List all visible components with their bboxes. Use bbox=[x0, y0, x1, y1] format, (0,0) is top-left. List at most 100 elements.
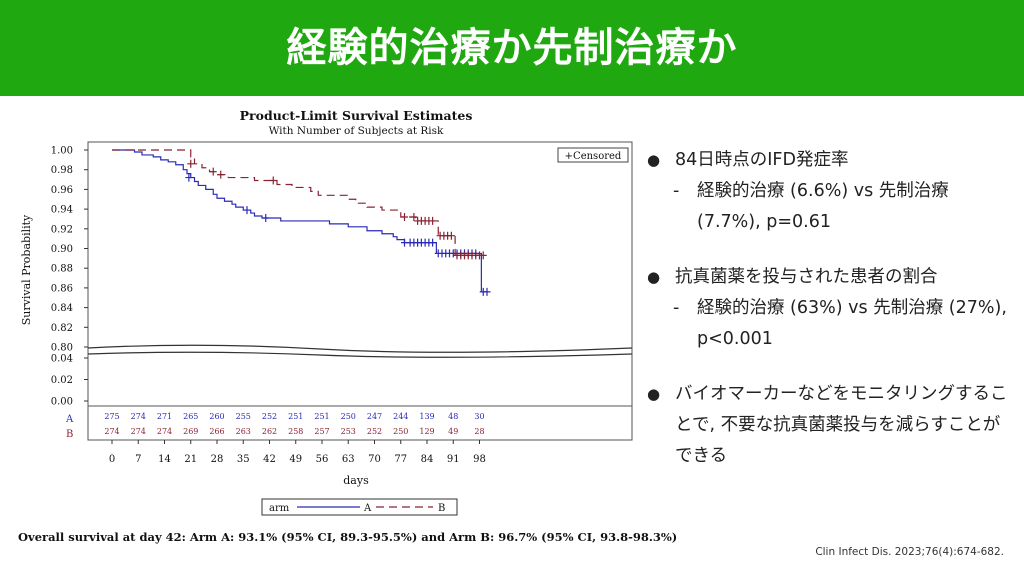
bullet-text: バイオマーカーなどをモニタリングすることで, 不要な抗真菌薬投与を減らすことがで… bbox=[675, 384, 1008, 466]
censored-mark-arm-b bbox=[479, 251, 487, 260]
censored-mark-arm-b bbox=[410, 212, 418, 221]
y-tick-label: 1.00 bbox=[51, 146, 73, 157]
at-risk-count-arm-a: 265 bbox=[183, 412, 198, 421]
title-bar: 経験的治療か先制治療か bbox=[0, 0, 1024, 96]
x-tick-label: 91 bbox=[447, 454, 460, 465]
x-axis-label: days bbox=[343, 474, 369, 487]
at-risk-count-arm-b: 269 bbox=[183, 427, 198, 436]
at-risk-count-arm-a: 252 bbox=[262, 412, 277, 421]
chart-subtitle: With Number of Subjects at Risk bbox=[269, 125, 444, 137]
x-tick-label: 98 bbox=[473, 454, 486, 465]
bullet-text: 84日時点のIFD発症率 bbox=[675, 150, 849, 170]
censored-mark-arm-a bbox=[483, 287, 491, 296]
censored-mark-arm-b bbox=[209, 167, 217, 176]
censored-mark-arm-b bbox=[429, 216, 437, 225]
at-risk-count-arm-a: 260 bbox=[209, 412, 224, 421]
at-risk-count-arm-b: 250 bbox=[393, 427, 408, 436]
censored-legend-box bbox=[557, 147, 629, 163]
at-risk-count-arm-b: 258 bbox=[288, 427, 303, 436]
y-tick-label: 0.98 bbox=[51, 165, 73, 176]
at-risk-count-arm-b: 28 bbox=[474, 427, 484, 436]
y-tick-label: 0.02 bbox=[51, 375, 73, 386]
x-tick-label: 70 bbox=[368, 454, 381, 465]
at-risk-count-arm-a: 274 bbox=[131, 412, 146, 421]
y-tick-label: 0.80 bbox=[51, 343, 73, 354]
x-tick-label: 56 bbox=[316, 454, 329, 465]
bullet-biomarker: ● バイオマーカーなどをモニタリングすることで, 不要な抗真菌薬投与を減らすこと… bbox=[645, 379, 1015, 472]
x-tick-label: 28 bbox=[211, 454, 224, 465]
bullet-ifd: ● 84日時点のIFD発症率 bbox=[645, 145, 1015, 176]
sub-bullet-antifungal: - 経験的治療 (63%) vs 先制治療 (27%), p<0.001 bbox=[645, 293, 1015, 355]
at-risk-count-arm-b: 252 bbox=[367, 427, 382, 436]
survival-curve-arm-a bbox=[112, 149, 487, 293]
axis-break-line-lower bbox=[87, 351, 633, 358]
plot-frame bbox=[87, 141, 633, 441]
censored-mark-arm-a bbox=[243, 206, 251, 215]
bullet-marker: ● bbox=[647, 268, 661, 286]
at-risk-count-arm-b: 262 bbox=[262, 427, 277, 436]
x-tick-label: 63 bbox=[342, 454, 355, 465]
chart-title: Product-Limit Survival Estimates bbox=[240, 108, 473, 123]
at-risk-count-arm-b: 274 bbox=[104, 427, 119, 436]
axis-break-line-upper bbox=[87, 344, 633, 353]
legend-label-arm-b: B bbox=[438, 503, 445, 514]
bullet-marker: ● bbox=[647, 151, 661, 169]
bullet-marker: ● bbox=[647, 385, 661, 403]
censored-mark-arm-a bbox=[429, 238, 437, 247]
at-risk-count-arm-a: 275 bbox=[104, 412, 119, 421]
at-risk-count-arm-b: 274 bbox=[157, 427, 172, 436]
censored-mark-arm-b bbox=[401, 212, 408, 221]
censored-mark-arm-b bbox=[447, 231, 455, 240]
censored-mark-arm-b bbox=[217, 170, 225, 179]
y-tick-label: 0.90 bbox=[51, 244, 73, 255]
x-tick-label: 21 bbox=[184, 454, 197, 465]
at-risk-count-arm-b: 49 bbox=[448, 427, 458, 436]
x-tick-label: 84 bbox=[421, 454, 434, 465]
censored-mark-arm-a bbox=[262, 213, 270, 222]
at-risk-count-arm-b: 257 bbox=[314, 427, 329, 436]
at-risk-count-arm-b: 263 bbox=[236, 427, 251, 436]
at-risk-count-arm-a: 247 bbox=[367, 412, 382, 421]
y-tick-label: 0.82 bbox=[51, 323, 73, 334]
at-risk-count-arm-b: 253 bbox=[341, 427, 356, 436]
at-risk-count-arm-a: 251 bbox=[314, 412, 329, 421]
survival-curve-arm-b bbox=[112, 149, 487, 256]
at-risk-count-arm-a: 139 bbox=[419, 412, 434, 421]
legend-title: arm bbox=[269, 503, 290, 514]
x-tick-label: 77 bbox=[394, 454, 407, 465]
survival-chart: Product-Limit Survival Estimates With Num… bbox=[20, 108, 633, 516]
sub-bullet-marker: - bbox=[673, 181, 680, 201]
at-risk-count-arm-a: 244 bbox=[393, 412, 408, 421]
censored-mark-arm-b bbox=[187, 159, 195, 168]
y-tick-label: 0.94 bbox=[51, 205, 73, 216]
y-tick-label: 0.96 bbox=[51, 185, 73, 196]
x-tick-label: 42 bbox=[263, 454, 276, 465]
bullet-text: 抗真菌薬を投与された患者の割合 bbox=[675, 267, 938, 287]
survival-footnote: Overall survival at day 42: Arm A: 93.1%… bbox=[18, 530, 678, 544]
x-tick-label: 35 bbox=[237, 454, 250, 465]
citation: Clin Infect Dis. 2023;76(4):674-682. bbox=[815, 546, 1004, 558]
censored-legend-label: +Censored bbox=[565, 151, 622, 162]
at-risk-count-arm-b: 129 bbox=[419, 427, 434, 436]
sub-bullet-marker: - bbox=[673, 298, 680, 318]
y-tick-label: 0.00 bbox=[51, 397, 73, 408]
censored-mark-arm-a bbox=[185, 173, 193, 182]
y-axis-label: Survival Probability bbox=[20, 214, 33, 325]
slide-title: 経験的治療か先制治療か bbox=[286, 25, 738, 71]
at-risk-count-arm-a: 250 bbox=[341, 412, 356, 421]
y-tick-label: 0.88 bbox=[51, 264, 73, 275]
sub-bullet-ifd: - 経験的治療 (6.6%) vs 先制治療 (7.7%), p=0.61 bbox=[645, 176, 1015, 238]
axis-break-gap bbox=[89, 348, 631, 355]
sub-bullet-text: 経験的治療 (6.6%) vs 先制治療 (7.7%), p=0.61 bbox=[697, 181, 949, 232]
legend-label-arm-a: A bbox=[363, 503, 372, 514]
bullet-list: ● 84日時点のIFD発症率 - 経験的治療 (6.6%) vs 先制治療 (7… bbox=[645, 145, 1015, 472]
x-tick-label: 14 bbox=[158, 454, 171, 465]
at-risk-count-arm-b: 274 bbox=[131, 427, 146, 436]
x-tick-label: 0 bbox=[109, 454, 115, 465]
at-risk-row-label: A bbox=[65, 414, 74, 425]
at-risk-count-arm-a: 255 bbox=[236, 412, 251, 421]
x-tick-label: 7 bbox=[135, 454, 141, 465]
y-tick-label: 0.84 bbox=[51, 303, 73, 314]
at-risk-count-arm-a: 30 bbox=[474, 412, 484, 421]
bullet-antifungal: ● 抗真菌薬を投与された患者の割合 bbox=[645, 262, 1015, 293]
